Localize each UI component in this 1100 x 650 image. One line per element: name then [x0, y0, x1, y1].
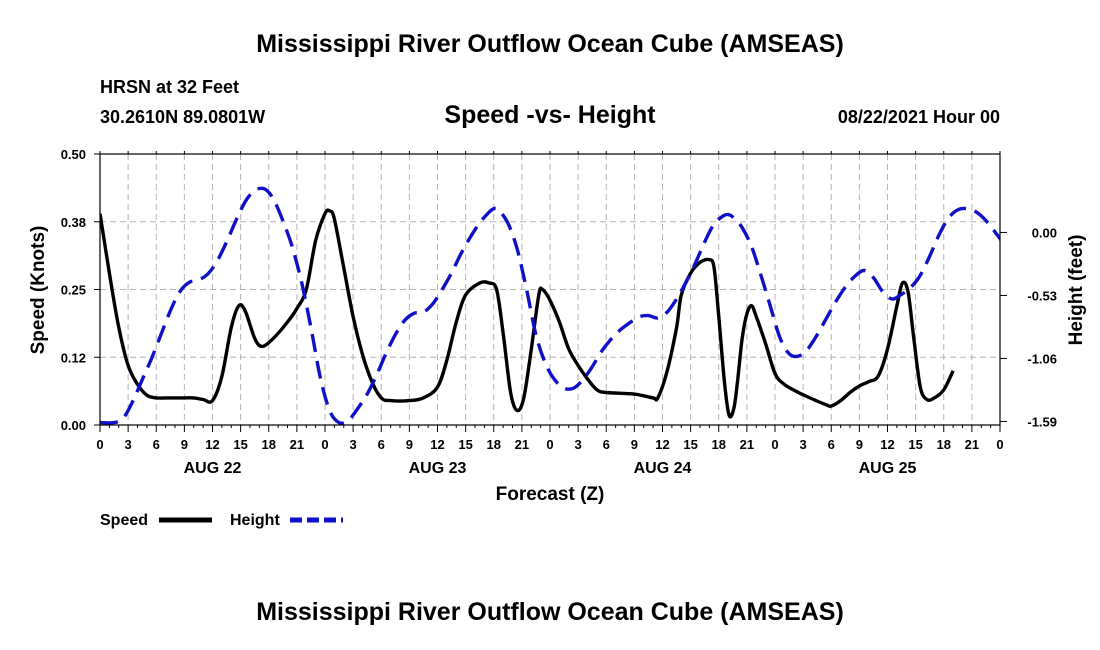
chart-footer-title: Mississippi River Outflow Ocean Cube (AM… [256, 598, 844, 626]
x-tick-label: 9 [856, 437, 863, 452]
x-tick-label: 12 [205, 437, 219, 452]
y-left-tick-label: 0.12 [61, 350, 86, 365]
y-left-tick-label: 0.25 [61, 283, 86, 298]
x-tick-label: 9 [181, 437, 188, 452]
x-tick-label: 0 [996, 437, 1003, 452]
x-tick-label: 6 [378, 437, 385, 452]
chart-subtitle: Speed -vs- Height [444, 101, 656, 129]
y-left-tick-label: 0.50 [61, 147, 86, 162]
x-tick-label: 0 [546, 437, 553, 452]
x-tick-label: 0 [771, 437, 778, 452]
day-label: AUG 23 [409, 460, 467, 477]
day-label: AUG 25 [859, 460, 917, 477]
grid-layer [100, 154, 1000, 425]
series-line-height [100, 186, 1000, 425]
x-tick-label: 6 [603, 437, 610, 452]
x-tick-label: 3 [800, 437, 807, 452]
x-tick-label: 15 [233, 437, 247, 452]
x-tick-label: 21 [740, 437, 754, 452]
day-label: AUG 22 [184, 460, 242, 477]
x-tick-label: 3 [575, 437, 582, 452]
y-axis-right-title: Height (feet) [1066, 235, 1087, 346]
y-left-tick-label: 0.00 [61, 418, 86, 433]
y-right-tick-label: -1.06 [1027, 351, 1057, 366]
day-label: AUG 24 [634, 460, 692, 477]
x-tick-label: 12 [880, 437, 894, 452]
x-tick-label: 18 [487, 437, 501, 452]
x-tick-label: 9 [406, 437, 413, 452]
x-tick-label: 0 [96, 437, 103, 452]
legend-label-speed: Speed [100, 512, 148, 529]
y-axis-left-title: Speed (Knots) [28, 226, 49, 355]
chart-main-title: Mississippi River Outflow Ocean Cube (AM… [256, 30, 844, 58]
legend: Speed Height [100, 512, 343, 529]
y-right-tick-label: 0.00 [1032, 225, 1057, 240]
x-tick-label: 15 [458, 437, 472, 452]
x-axis-title: Forecast (Z) [496, 484, 605, 505]
forecast-datetime: 08/22/2021 Hour 00 [837, 107, 1000, 127]
series-line-speed [100, 208, 955, 419]
x-tick-label: 12 [430, 437, 444, 452]
x-tick-label: 9 [631, 437, 638, 452]
x-tick-label: 6 [153, 437, 160, 452]
tick-layer: 0 3 6 9 12 15 18 21 0 3 6 9 12 15 18 21 0 3 6 9 12 15 18 21 0 3 6 9… [61, 147, 1057, 477]
station-label: HRSN at 32 Feet [100, 77, 240, 97]
x-tick-label: 3 [125, 437, 132, 452]
x-tick-label: 15 [683, 437, 697, 452]
x-tick-label: 15 [908, 437, 922, 452]
y-left-tick-label: 0.38 [61, 215, 86, 230]
x-tick-label: 18 [262, 437, 276, 452]
x-tick-label: 21 [515, 437, 529, 452]
x-tick-label: 18 [712, 437, 726, 452]
x-tick-label: 12 [655, 437, 669, 452]
x-tick-label: 21 [290, 437, 304, 452]
x-tick-label: 0 [321, 437, 328, 452]
y-right-tick-label: -0.53 [1027, 288, 1057, 303]
x-tick-label: 18 [937, 437, 951, 452]
x-tick-label: 3 [350, 437, 357, 452]
y-right-tick-label: -1.59 [1027, 414, 1057, 429]
x-tick-label: 6 [828, 437, 835, 452]
series-layer [100, 186, 1000, 425]
x-tick-label: 21 [965, 437, 979, 452]
coordinates-label: 30.2610N 89.0801W [100, 107, 266, 127]
legend-label-height: Height [230, 512, 280, 529]
